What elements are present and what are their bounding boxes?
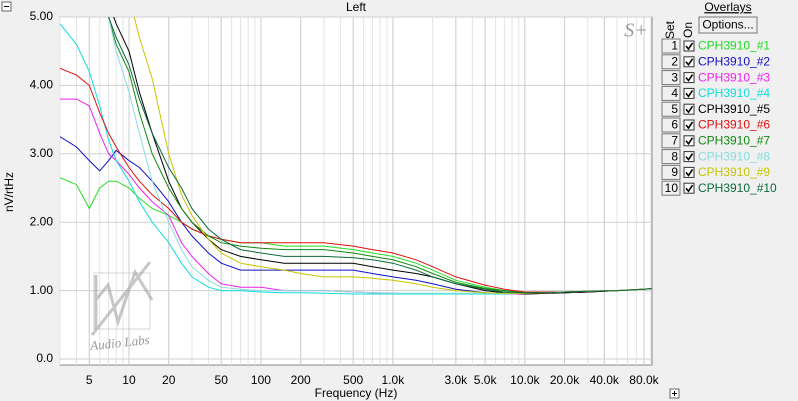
set-button[interactable]: [661, 133, 681, 149]
check-mark: [685, 58, 694, 67]
y-tick-label: 4.00: [30, 78, 54, 92]
series-line: [60, 67, 652, 293]
legend-entry: CPH3910_#7: [698, 133, 770, 147]
series-group: [60, 17, 652, 295]
options-label: Options...: [702, 18, 753, 32]
set-button[interactable]: [661, 38, 681, 54]
x-tick-label: 500: [343, 373, 363, 387]
watermark-logo: [90, 261, 154, 336]
y-tick-label: 0.0: [36, 351, 53, 365]
options-button[interactable]: [698, 16, 758, 34]
set-number: 9: [671, 165, 678, 179]
on-checkbox[interactable]: [683, 87, 695, 99]
x-tick-label: 100: [251, 373, 271, 387]
check-mark: [685, 121, 694, 130]
set-number: 5: [671, 102, 678, 116]
set-number: 4: [671, 86, 678, 100]
watermark-frame: [93, 272, 151, 330]
set-number: 8: [671, 149, 678, 163]
x-tick-label: 20: [162, 373, 176, 387]
set-button[interactable]: [661, 180, 681, 196]
x-tick-label: 20.0k: [550, 373, 580, 387]
set-button[interactable]: [661, 101, 681, 117]
on-header: On: [681, 22, 695, 38]
on-checkbox[interactable]: [683, 40, 695, 52]
on-checkbox[interactable]: [683, 119, 695, 131]
check-mark: [685, 168, 694, 177]
watermark-text: Audio Labs: [88, 332, 150, 353]
x-tick-label: 5: [86, 373, 93, 387]
set-button[interactable]: [661, 149, 681, 165]
on-checkbox[interactable]: [683, 135, 695, 147]
set-number: 3: [671, 70, 678, 84]
set-number: 2: [671, 54, 678, 68]
on-checkbox[interactable]: [683, 56, 695, 68]
x-tick-label: 50: [215, 373, 229, 387]
panel-title: Overlays: [704, 0, 751, 14]
set-number: 10: [665, 181, 679, 195]
check-mark: [685, 89, 694, 98]
set-number: 7: [671, 133, 678, 147]
axes: 0.0 1.00 2.00 3.00 4.00 5.00 5 10 20 50 100 200 500 1…: [30, 9, 660, 387]
legend-entry: CPH3910_#4: [698, 86, 770, 100]
check-mark: [685, 105, 694, 114]
on-checkbox[interactable]: [683, 182, 695, 194]
overlay-panel: Set On Overlays Options... 1 CPH3910_#1 2 C…: [661, 0, 777, 196]
x-tick-label: 10.0k: [510, 373, 540, 387]
x-tick-label: 1.0k: [382, 373, 406, 387]
plot-area: [59, 16, 653, 366]
watermark-shape: [90, 261, 154, 336]
set-header: Set: [663, 20, 677, 39]
legend-entry: CPH3910_#3: [698, 70, 770, 84]
set-button[interactable]: [661, 70, 681, 86]
legend-entry: CPH3910_#2: [698, 54, 770, 68]
x-tick-label: 200: [291, 373, 311, 387]
x-tick-label: 80.0k: [629, 373, 659, 387]
series-line: [113, 17, 652, 295]
on-checkbox[interactable]: [683, 103, 695, 115]
legend-entry: CPH3910_#10: [698, 181, 777, 195]
check-mark: [685, 137, 694, 146]
y-tick-label: 5.00: [30, 9, 54, 23]
legend-entry: CPH3910_#8: [698, 149, 770, 163]
y-tick-label: 3.00: [30, 146, 54, 160]
set-button[interactable]: [661, 54, 681, 70]
check-mark: [685, 74, 694, 82]
legend-entry: CPH3910_#9: [698, 165, 770, 179]
set-button[interactable]: [661, 117, 681, 133]
set-number: 6: [671, 118, 678, 132]
y-axis-label: nV/rtHz: [2, 172, 16, 212]
on-checkbox[interactable]: [683, 72, 695, 84]
series-line: [108, 17, 652, 294]
x-tick-label: 40.0k: [590, 373, 620, 387]
set-button[interactable]: [661, 85, 681, 101]
set-number: 1: [671, 39, 678, 53]
legend-entry: CPH3910_#1: [698, 39, 770, 53]
legend-entry: CPH3910_#6: [698, 118, 770, 132]
on-checkbox[interactable]: [683, 166, 695, 178]
on-checkbox[interactable]: [683, 151, 695, 163]
y-tick-label: 1.00: [30, 283, 54, 297]
x-axis-label: Frequency (Hz): [315, 386, 398, 400]
set-button[interactable]: [661, 164, 681, 180]
x-tick-label: 10: [122, 373, 136, 387]
check-mark: [685, 42, 694, 51]
chart-title: Left: [346, 0, 367, 14]
x-tick-label: 3.0k: [444, 373, 468, 387]
check-mark: [685, 184, 694, 193]
x-tick-label: 5.0k: [474, 373, 498, 387]
logo: S+: [624, 20, 648, 42]
y-tick-label: 2.00: [30, 214, 54, 228]
legend-entry: CPH3910_#5: [698, 102, 770, 116]
check-mark: [685, 153, 694, 161]
expand-glyph: [672, 391, 677, 396]
